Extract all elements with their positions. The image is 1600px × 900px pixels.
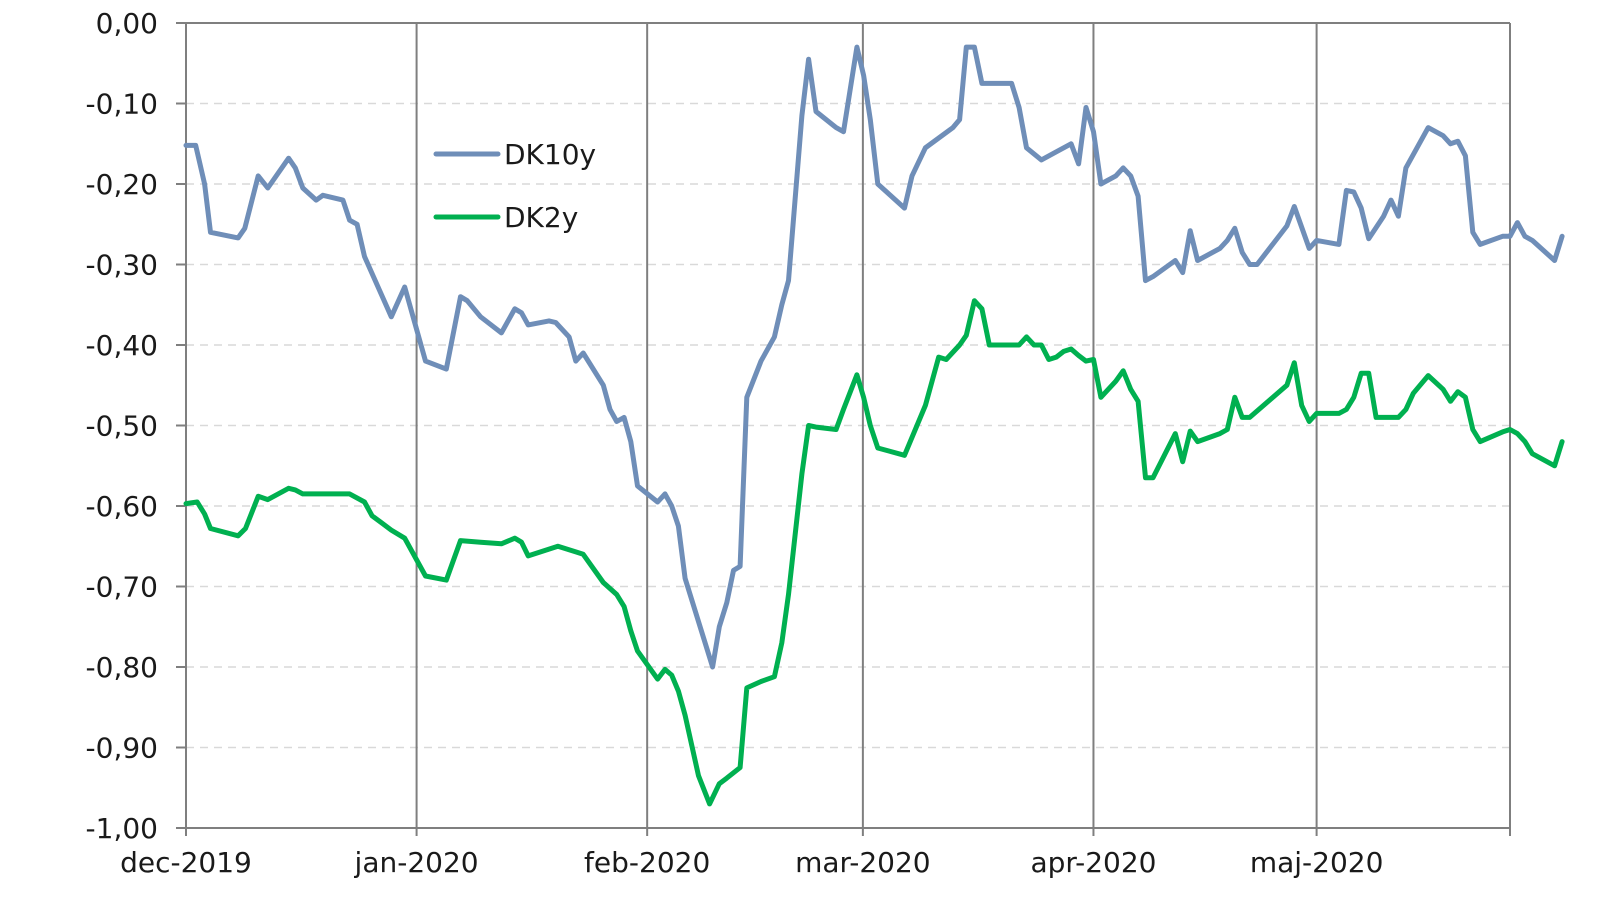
x-tick-label: jan-2020 xyxy=(354,846,479,879)
legend-label-dk10y: DK10y xyxy=(504,138,596,171)
x-tick-label: feb-2020 xyxy=(584,846,710,879)
y-tick-label: -0,40 xyxy=(86,329,158,362)
x-tick-label: mar-2020 xyxy=(795,846,931,879)
gridlines xyxy=(186,22,1510,749)
series-line-dk10y xyxy=(183,44,1565,670)
legend-label-dk2y: DK2y xyxy=(504,201,578,234)
y-tick-label: -0,30 xyxy=(86,249,158,282)
y-axis-ticks: 0,00 -0,10 -0,20 -0,30 -0,40 -0,50 -0,60 -0,70 -… xyxy=(86,7,186,845)
y-tick-label: -0,70 xyxy=(86,571,158,604)
y-tick-label: -0,10 xyxy=(86,88,158,121)
series-line-dk2y xyxy=(183,298,1565,807)
legend: DK10y DK2y xyxy=(433,138,596,234)
y-tick-label: -1,00 xyxy=(86,812,158,845)
x-tick-label: apr-2020 xyxy=(1030,846,1156,879)
legend-item-dk10y: DK10y xyxy=(433,138,596,171)
x-tick-label: maj-2020 xyxy=(1250,846,1384,879)
x-axis-ticks: dec-2019 jan-2020 feb-2020 mar-2020 apr-2020… xyxy=(120,23,1511,879)
y-tick-label: -0,20 xyxy=(86,168,158,201)
y-tick-label: -0,80 xyxy=(86,651,158,684)
legend-item-dk2y: DK2y xyxy=(433,201,578,234)
series-lines xyxy=(183,44,1565,807)
y-tick-label: -0,60 xyxy=(86,490,158,523)
y-tick-label: -0,50 xyxy=(86,410,158,443)
y-tick-label: -0,90 xyxy=(86,732,158,765)
y-tick-label: 0,00 xyxy=(96,7,158,40)
x-tick-label: dec-2019 xyxy=(120,846,252,879)
